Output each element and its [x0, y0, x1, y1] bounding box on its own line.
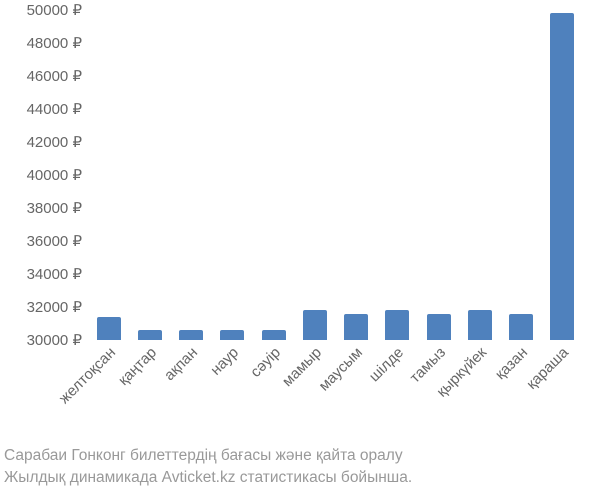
y-tick-label: 30000 ₽	[27, 331, 82, 349]
bar-slot	[418, 10, 459, 340]
bar	[385, 310, 409, 340]
y-tick-label: 50000 ₽	[27, 1, 82, 19]
bar-slot	[377, 10, 418, 340]
bar	[303, 310, 327, 340]
y-tick-label: 36000 ₽	[27, 232, 82, 250]
bar	[468, 310, 492, 340]
bar	[262, 330, 286, 340]
y-tick-label: 44000 ₽	[27, 100, 82, 118]
x-tick-label: қаңтар	[115, 344, 160, 389]
y-axis: 30000 ₽32000 ₽34000 ₽36000 ₽38000 ₽40000…	[0, 10, 88, 340]
bar	[344, 314, 368, 340]
bar-slot	[542, 10, 583, 340]
y-tick-label: 40000 ₽	[27, 166, 82, 184]
bar	[550, 13, 574, 340]
y-tick-label: 34000 ₽	[27, 265, 82, 283]
bar-slot	[294, 10, 335, 340]
plot-area	[88, 10, 583, 340]
bar-slot	[88, 10, 129, 340]
x-tick-label: шілде	[366, 344, 407, 385]
bar	[179, 330, 203, 340]
x-tick-label: сәуір	[247, 344, 284, 381]
caption-line-2: Жылдық динамикада Avticket.kz статистика…	[4, 467, 600, 489]
x-tick-label: желтоқсан	[55, 344, 118, 407]
x-axis-labels: желтоқсанқаңтарақпаннаурсәуірмамырмаусым…	[88, 344, 583, 444]
bar-slot	[212, 10, 253, 340]
bar-slot	[459, 10, 500, 340]
price-bar-chart: 30000 ₽ 32000 ₽ 34000 ₽ 36000 ₽ 38000 ₽ 40000…	[0, 0, 600, 500]
chart-caption: Сарабаи Гонконг билеттердің бағасы және …	[0, 445, 600, 488]
bar-slot	[129, 10, 170, 340]
bar-slot	[253, 10, 294, 340]
y-tick-label: 42000 ₽	[27, 133, 82, 151]
bar	[97, 317, 121, 340]
bar-slot	[171, 10, 212, 340]
x-tick-label: маусым	[316, 344, 367, 395]
x-tick-label: наур	[208, 344, 243, 379]
bar-slot	[336, 10, 377, 340]
y-tick-label: 46000 ₽	[27, 67, 82, 85]
y-tick-label: 48000 ₽	[27, 34, 82, 52]
x-tick-label: ақпан	[161, 344, 201, 384]
bar	[220, 330, 244, 340]
caption-line-1: Сарабаи Гонконг билеттердің бағасы және …	[4, 445, 600, 467]
y-tick-label: 32000 ₽	[27, 298, 82, 316]
x-tick-label: қараша	[524, 344, 573, 393]
bars-container	[88, 10, 583, 340]
bar	[138, 330, 162, 340]
bar	[509, 314, 533, 340]
bar	[427, 314, 451, 340]
y-tick-label: 38000 ₽	[27, 199, 82, 217]
bar-slot	[501, 10, 542, 340]
